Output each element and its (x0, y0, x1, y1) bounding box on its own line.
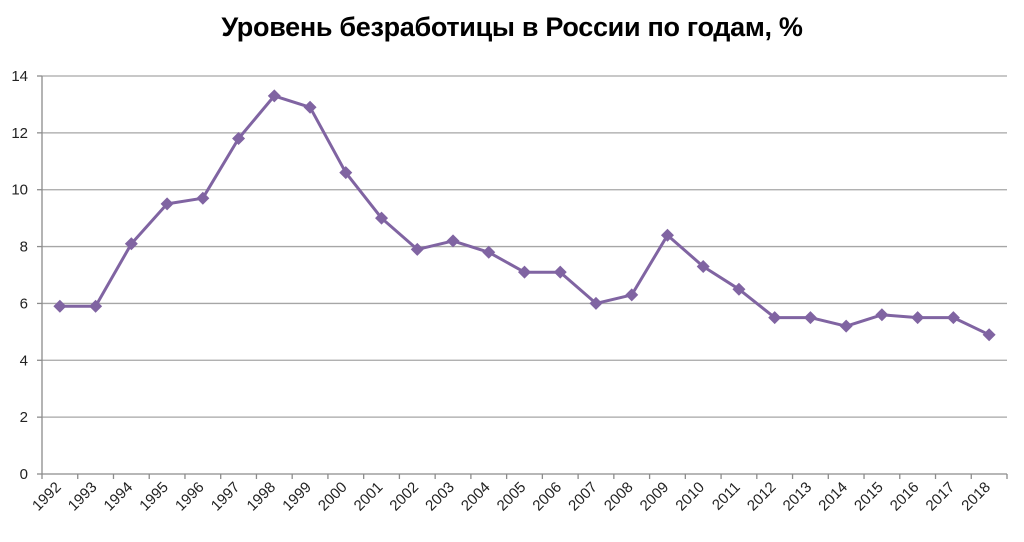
x-tick-label: 1996 (172, 479, 208, 515)
diamond-marker-icon (160, 197, 174, 211)
x-tick-label: 1999 (279, 479, 315, 515)
diamond-marker-icon (410, 242, 424, 256)
y-tick-label: 8 (20, 239, 28, 256)
x-tick-label: 2014 (815, 479, 851, 515)
diamond-marker-icon (982, 328, 996, 342)
diamond-marker-icon (732, 282, 746, 296)
x-tick-label: 2003 (422, 479, 458, 515)
x-tick-label: 2011 (709, 479, 744, 514)
x-tick-label: 2005 (494, 479, 530, 515)
x-tick-label: 2018 (958, 479, 994, 515)
x-axis-tick-labels: 1992 1993 1994 1995 1996 1997 1998 1999 2000 2001… (29, 479, 994, 515)
y-tick-label: 4 (20, 352, 28, 369)
y-axis-tick-labels: 0 2 4 6 8 10 12 14 (11, 68, 28, 483)
x-tick-label: 2010 (672, 479, 708, 515)
diamond-marker-icon (124, 237, 138, 251)
data-series (53, 89, 996, 342)
diamond-marker-icon (339, 166, 353, 180)
y-tick-label: 10 (11, 182, 28, 199)
y-tick-label: 6 (20, 295, 28, 312)
x-tick-label: 1992 (29, 479, 65, 515)
diamond-marker-icon (589, 296, 603, 310)
axes (37, 75, 1008, 479)
diamond-marker-icon (911, 311, 925, 325)
x-tick-label: 1998 (244, 479, 280, 515)
diamond-marker-icon (89, 299, 103, 313)
x-tick-label: 2013 (780, 479, 816, 515)
diamond-marker-icon (303, 100, 317, 114)
x-tick-label: 1993 (65, 479, 101, 515)
x-tick-label: 2004 (458, 479, 494, 515)
x-tick-label: 1995 (136, 479, 172, 515)
x-tick-label: 2007 (565, 479, 601, 515)
x-tick-label: 2002 (386, 479, 422, 515)
x-tick-label: 2006 (529, 479, 565, 515)
diamond-marker-icon (446, 234, 460, 248)
x-tick-label: 2012 (744, 479, 780, 515)
diamond-marker-icon (946, 311, 960, 325)
diamond-marker-icon (53, 299, 67, 313)
diamond-marker-icon (518, 265, 531, 279)
y-tick-label: 14 (11, 68, 28, 85)
x-tick-label: 1997 (208, 479, 244, 515)
x-tick-label: 2008 (601, 479, 637, 515)
y-tick-label: 12 (11, 125, 28, 142)
x-tick-label: 2017 (923, 479, 959, 515)
diamond-marker-icon (375, 211, 389, 225)
diamond-marker-icon (267, 89, 281, 103)
diamond-marker-icon (768, 311, 782, 325)
diamond-marker-icon (553, 265, 567, 279)
diamond-marker-icon (875, 308, 889, 322)
x-tick-label: 2016 (887, 479, 923, 515)
diamond-marker-icon (660, 228, 674, 242)
x-tick-label: 2009 (637, 479, 673, 515)
y-tick-label: 2 (20, 409, 28, 426)
chart-title: Уровень безработицы в России по годам, % (221, 12, 803, 42)
series-line (59, 94, 990, 337)
diamond-marker-icon (803, 311, 817, 325)
gridlines (42, 75, 1007, 418)
x-tick-label: 1994 (101, 479, 137, 515)
diamond-marker-icon (839, 319, 853, 333)
diamond-marker-icon (482, 245, 496, 259)
x-tick-label: 2015 (851, 479, 887, 515)
diamond-marker-icon (696, 259, 710, 273)
diamond-marker-icon (196, 191, 210, 205)
x-tick-label: 2001 (351, 479, 387, 515)
y-tick-label: 0 (20, 466, 28, 483)
x-tick-label: 2000 (315, 479, 351, 515)
diamond-marker-icon (625, 288, 639, 302)
diamond-marker-icon (232, 132, 246, 146)
